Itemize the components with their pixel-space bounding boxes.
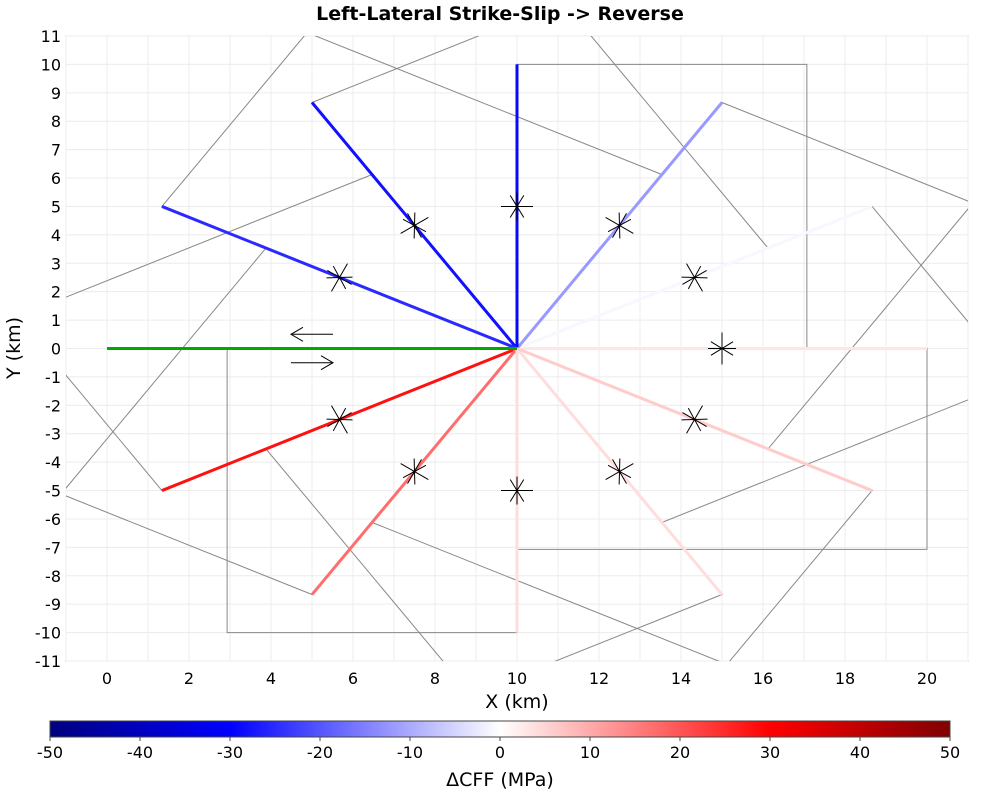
x-tick-label: 16 [753, 669, 773, 688]
y-tick-label: -4 [45, 453, 61, 472]
y-tick-label: -10 [35, 624, 61, 643]
colorbar-tick-label: -40 [127, 743, 153, 762]
colorbar-tick-label: -30 [217, 743, 243, 762]
y-tick-label: 8 [51, 112, 61, 131]
colorbar-tick-label: 40 [850, 743, 870, 762]
y-tick-label: -9 [45, 595, 61, 614]
x-tick-label: 12 [589, 669, 609, 688]
colorbar [50, 721, 950, 737]
colorbar-tick-labels: -50 -40 -30 -20 -10 0 10 20 30 40 50 [37, 737, 960, 762]
y-tick-label: -3 [45, 425, 61, 444]
colorbar-tick-label: 20 [670, 743, 690, 762]
colorbar-tick-label: -10 [397, 743, 423, 762]
y-tick-label: 11 [41, 27, 61, 46]
colorbar-label: ΔCFF (MPa) [446, 769, 554, 791]
stress-symbol-stroke [682, 277, 708, 278]
x-tick-label: 6 [348, 669, 358, 688]
y-tick-label: 5 [51, 197, 61, 216]
y-tick-label: -11 [35, 652, 61, 671]
x-tick-labels: 0 2 4 6 8 10 12 14 16 18 20 [102, 669, 937, 688]
y-tick-label: -7 [45, 538, 61, 557]
x-tick-label: 8 [430, 669, 440, 688]
y-tick-label: 4 [51, 226, 61, 245]
colorbar-tick-label: 0 [495, 743, 505, 762]
y-tick-label: 1 [51, 311, 61, 330]
y-tick-label: 3 [51, 254, 61, 273]
x-tick-label: 2 [184, 669, 194, 688]
x-axis-label: X (km) [485, 691, 548, 713]
y-tick-label: 6 [51, 169, 61, 188]
y-tick-label: -5 [45, 482, 61, 501]
y-tick-label: 2 [51, 283, 61, 302]
chart-title: Left-Lateral Strike-Slip -> Reverse [316, 3, 684, 25]
stress-symbol-stroke [326, 419, 352, 420]
stress-symbol-stroke [414, 212, 415, 238]
x-tick-label: 18 [835, 669, 855, 688]
y-tick-label: -6 [45, 510, 61, 529]
colorbar-tick-label: 50 [940, 743, 960, 762]
colorbar-tick-label: -20 [307, 743, 333, 762]
y-axis-label: Y (km) [3, 317, 25, 380]
x-tick-label: 14 [671, 669, 691, 688]
y-tick-label: -1 [45, 368, 61, 387]
x-tick-label: 10 [507, 669, 527, 688]
stress-symbol-stroke [619, 459, 620, 485]
x-tick-label: 4 [266, 669, 276, 688]
y-tick-label: 10 [41, 55, 61, 74]
y-tick-label: 0 [51, 340, 61, 359]
colorbar-tick-label: 30 [760, 743, 780, 762]
x-tick-label: 20 [917, 669, 937, 688]
y-tick-label: -8 [45, 567, 61, 586]
y-tick-label: 9 [51, 84, 61, 103]
y-tick-label: -2 [45, 396, 61, 415]
colorbar-tick-label: -50 [37, 743, 63, 762]
colorbar-tick-label: 10 [580, 743, 600, 762]
y-tick-label: 7 [51, 141, 61, 160]
x-tick-label: 0 [102, 669, 112, 688]
